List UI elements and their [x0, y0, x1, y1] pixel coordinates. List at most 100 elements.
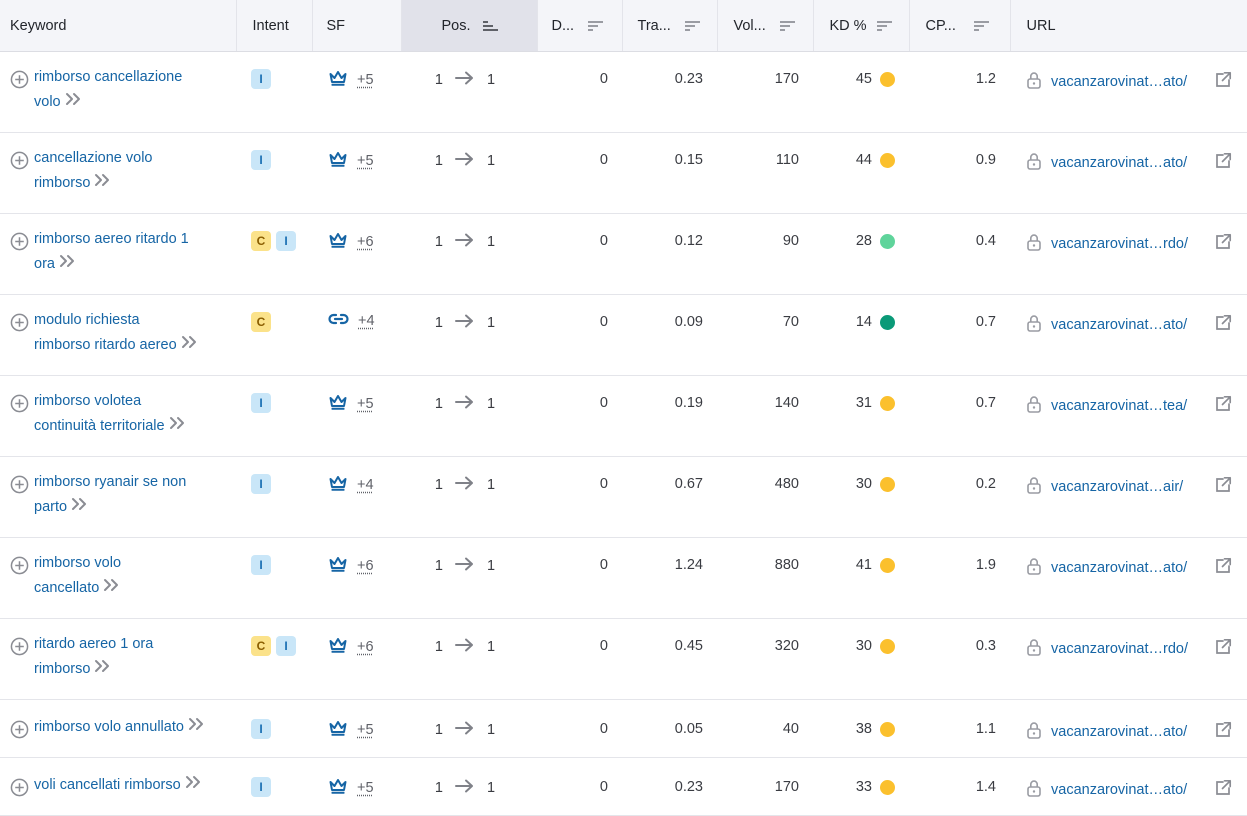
url-link[interactable]: vacanzarovinat…air/: [1051, 479, 1184, 495]
keyword-text-line-2[interactable]: ora: [34, 255, 55, 272]
column-header-volume[interactable]: Vol...: [717, 0, 814, 52]
external-link-icon[interactable]: [1214, 395, 1232, 417]
serp-features-more[interactable]: +4: [357, 477, 374, 493]
serp-features-more[interactable]: +6: [357, 234, 374, 250]
crown-icon[interactable]: [328, 69, 348, 91]
crown-icon[interactable]: [328, 393, 348, 415]
keyword-link[interactable]: ritardo aereo 1 ora rimborso: [34, 632, 153, 681]
keyword-link[interactable]: rimborso volotea continuità territoriale: [34, 389, 187, 438]
add-keyword-icon[interactable]: [10, 637, 29, 681]
double-chevron-right-icon[interactable]: [71, 495, 89, 520]
keyword-link[interactable]: rimborso ryanair se non parto: [34, 470, 186, 519]
add-keyword-icon[interactable]: [10, 475, 29, 519]
external-link-icon[interactable]: [1214, 152, 1232, 174]
keyword-text-line-2[interactable]: rimborso: [34, 174, 91, 191]
add-keyword-icon[interactable]: [10, 313, 29, 357]
double-chevron-right-icon[interactable]: [65, 90, 83, 115]
sort-icon[interactable]: [876, 20, 893, 32]
link-icon[interactable]: [328, 312, 349, 330]
crown-icon[interactable]: [328, 474, 348, 496]
keyword-link[interactable]: modulo richiesta rimborso ritardo aereo: [34, 308, 199, 357]
intent-badge-i[interactable]: I: [251, 393, 271, 413]
add-keyword-icon[interactable]: [10, 394, 29, 438]
keyword-text-line-2[interactable]: cancellato: [34, 579, 100, 596]
column-header-sf[interactable]: SF: [312, 0, 402, 52]
double-chevron-right-icon[interactable]: [188, 715, 206, 740]
intent-badge-i[interactable]: I: [251, 69, 271, 89]
keyword-text[interactable]: rimborso volo annullato: [34, 719, 184, 736]
column-header-kd[interactable]: KD %: [813, 0, 910, 52]
crown-icon[interactable]: [328, 719, 348, 741]
url-link[interactable]: vacanzarovinat…ato/: [1051, 724, 1188, 740]
keyword-text[interactable]: rimborso volotea: [34, 393, 142, 409]
crown-icon[interactable]: [328, 231, 348, 253]
url-link[interactable]: vacanzarovinat…ato/: [1051, 782, 1188, 798]
column-header-cpc[interactable]: CP...: [909, 0, 1011, 52]
keyword-text-line-2[interactable]: rimborso ritardo aereo: [34, 336, 177, 353]
column-header-url[interactable]: URL: [1010, 0, 1247, 52]
intent-badge-i[interactable]: I: [276, 231, 296, 251]
keyword-link[interactable]: cancellazione volo rimborso: [34, 146, 153, 195]
sort-icon[interactable]: [973, 20, 990, 32]
serp-features-more[interactable]: +4: [358, 313, 375, 329]
external-link-icon[interactable]: [1214, 233, 1232, 255]
add-keyword-icon[interactable]: [10, 232, 29, 276]
serp-features-more[interactable]: +5: [357, 396, 374, 412]
column-header-traffic[interactable]: Tra...: [622, 0, 718, 52]
serp-features-more[interactable]: +5: [357, 72, 374, 88]
keyword-link[interactable]: rimborso volo annullato: [34, 715, 206, 743]
serp-features-more[interactable]: +5: [357, 722, 374, 738]
keyword-text[interactable]: voli cancellati rimborso: [34, 777, 181, 794]
keyword-text[interactable]: rimborso ryanair se non: [34, 474, 187, 490]
serp-features-more[interactable]: +5: [357, 780, 374, 796]
intent-badge-i[interactable]: I: [276, 636, 296, 656]
double-chevron-right-icon[interactable]: [94, 171, 112, 196]
double-chevron-right-icon[interactable]: [94, 657, 112, 682]
intent-badge-i[interactable]: I: [251, 777, 271, 797]
external-link-icon[interactable]: [1214, 557, 1232, 579]
crown-icon[interactable]: [328, 555, 348, 577]
column-header-position[interactable]: Pos.: [401, 0, 538, 52]
keyword-text[interactable]: rimborso cancellazione: [34, 69, 183, 85]
keyword-text[interactable]: modulo richiesta: [34, 312, 140, 328]
external-link-icon[interactable]: [1214, 476, 1232, 498]
keyword-link[interactable]: voli cancellati rimborso: [34, 773, 203, 801]
sort-icon[interactable]: [588, 20, 604, 32]
crown-icon[interactable]: [328, 636, 348, 658]
external-link-icon[interactable]: [1214, 721, 1232, 743]
intent-badge-c[interactable]: C: [251, 636, 271, 656]
add-keyword-icon[interactable]: [10, 720, 29, 743]
intent-badge-i[interactable]: I: [251, 555, 271, 575]
double-chevron-right-icon[interactable]: [169, 414, 187, 439]
crown-icon[interactable]: [328, 150, 348, 172]
serp-features-more[interactable]: +6: [357, 639, 374, 655]
sort-icon[interactable]: [684, 20, 701, 32]
external-link-icon[interactable]: [1214, 314, 1232, 336]
url-link[interactable]: vacanzarovinat…ato/: [1051, 560, 1188, 576]
double-chevron-right-icon[interactable]: [103, 576, 121, 601]
url-link[interactable]: vacanzarovinat…tea/: [1051, 398, 1188, 414]
url-link[interactable]: vacanzarovinat…ato/: [1051, 155, 1188, 171]
sort-icon[interactable]: [779, 20, 796, 32]
keyword-link[interactable]: rimborso cancellazione volo: [34, 65, 182, 114]
serp-features-more[interactable]: +5: [357, 153, 374, 169]
keyword-text-line-2[interactable]: parto: [34, 498, 68, 515]
keyword-text[interactable]: rimborso aereo ritardo 1: [34, 231, 189, 247]
keyword-link[interactable]: rimborso aereo ritardo 1 ora: [34, 227, 189, 276]
url-link[interactable]: vacanzarovinat…ato/: [1051, 74, 1188, 90]
column-header-difficulty[interactable]: D...: [537, 0, 623, 52]
intent-badge-c[interactable]: C: [251, 312, 271, 332]
add-keyword-icon[interactable]: [10, 778, 29, 801]
external-link-icon[interactable]: [1214, 638, 1232, 660]
add-keyword-icon[interactable]: [10, 70, 29, 114]
keyword-text-line-2[interactable]: rimborso: [34, 660, 91, 677]
sort-ascending-icon[interactable]: [482, 20, 499, 32]
add-keyword-icon[interactable]: [10, 556, 29, 600]
keyword-text[interactable]: ritardo aereo 1 ora: [34, 636, 154, 652]
keyword-text[interactable]: cancellazione volo: [34, 150, 153, 166]
keyword-text-line-2[interactable]: volo: [34, 93, 61, 110]
intent-badge-c[interactable]: C: [251, 231, 271, 251]
intent-badge-i[interactable]: I: [251, 150, 271, 170]
keyword-link[interactable]: rimborso volo cancellato: [34, 551, 121, 600]
crown-icon[interactable]: [328, 777, 348, 799]
